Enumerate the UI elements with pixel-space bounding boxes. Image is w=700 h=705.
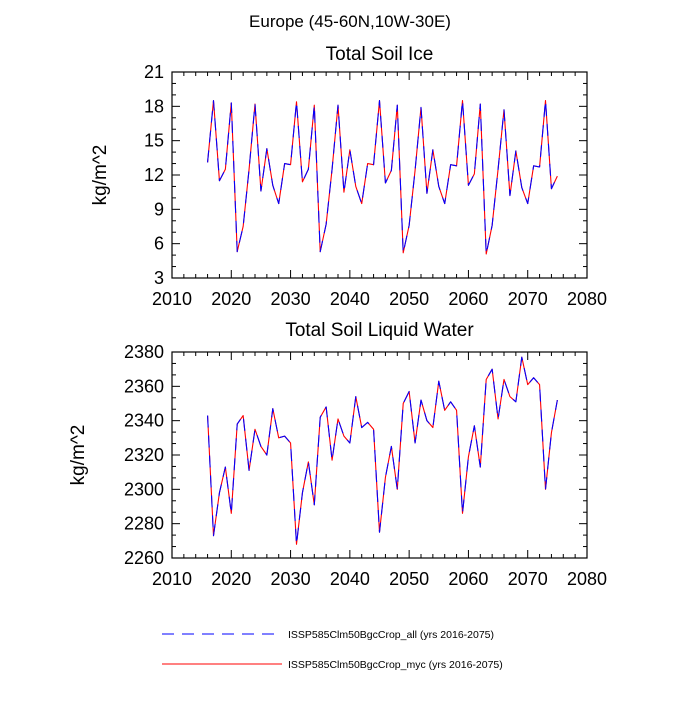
- x-tick-label: 2010: [152, 289, 192, 309]
- y-tick-label: 2280: [124, 514, 164, 534]
- x-tick-label: 2070: [508, 569, 548, 589]
- y-tick-label: 18: [144, 96, 164, 116]
- x-tick-label: 2030: [271, 569, 311, 589]
- plot-frame: [171, 71, 588, 279]
- legend-label-all: ISSP585Clm50BgcCrop_all (yrs 2016-2075): [288, 629, 494, 641]
- x-tick-label: 2040: [330, 569, 370, 589]
- x-tick-label: 2020: [211, 289, 251, 309]
- y-tick-label: 2260: [124, 548, 164, 568]
- y-tick-label: 2300: [124, 479, 164, 499]
- y-axis-label: kg/m^2: [68, 425, 89, 486]
- x-tick-label: 2080: [567, 569, 607, 589]
- chart-total-soil-liquid-water: Total Soil Liquid Water kg/m^2 2010 2020 203…: [68, 320, 607, 589]
- x-tick-label: 2010: [152, 569, 192, 589]
- x-tick-label: 2080: [567, 289, 607, 309]
- chart-title: Total Soil Ice: [326, 44, 434, 65]
- y-tick-label: 9: [154, 199, 164, 219]
- y-tick-label: 6: [154, 234, 164, 254]
- legend-label-myc: ISSP585Clm50BgcCrop_myc (yrs 2016-2075): [288, 659, 503, 671]
- legend: ISSP585Clm50BgcCrop_all (yrs 2016-2075) …: [162, 629, 503, 671]
- x-tick-label: 2030: [271, 289, 311, 309]
- y-tick-label: 2320: [124, 445, 164, 465]
- y-tick-label: 3: [154, 268, 164, 288]
- x-tick-label: 2020: [211, 569, 251, 589]
- x-tick-label: 2040: [330, 289, 370, 309]
- y-axis-label: kg/m^2: [90, 145, 111, 206]
- y-tick-label: 12: [144, 165, 164, 185]
- y-tick-label: 2380: [124, 342, 164, 362]
- x-tick-label: 2070: [508, 289, 548, 309]
- x-tick-label: 2060: [448, 569, 488, 589]
- y-tick-label: 2360: [124, 376, 164, 396]
- series-line-issp585clm50bgccrop-myc-yrs-2016-2075: [207, 356, 558, 545]
- x-tick-label: 2050: [389, 289, 429, 309]
- y-tick-label: 21: [144, 62, 164, 82]
- series-line-issp585clm50bgccrop-all-yrs-2016-2075: [207, 100, 558, 255]
- series-line-issp585clm50bgccrop-all-yrs-2016-2075: [207, 356, 558, 545]
- plot-frame: [171, 351, 588, 559]
- x-tick-label: 2050: [389, 569, 429, 589]
- chart-title: Total Soil Liquid Water: [285, 320, 474, 341]
- y-tick-label: 2340: [124, 411, 164, 431]
- y-tick-label: 15: [144, 131, 164, 151]
- figure-title: Europe (45-60N,10W-30E): [249, 12, 451, 31]
- chart-total-soil-ice: Total Soil Ice kg/m^2 2010 2020 2030 2040 2050…: [90, 44, 607, 309]
- series-line-issp585clm50bgccrop-myc-yrs-2016-2075: [207, 100, 558, 255]
- x-tick-label: 2060: [448, 289, 488, 309]
